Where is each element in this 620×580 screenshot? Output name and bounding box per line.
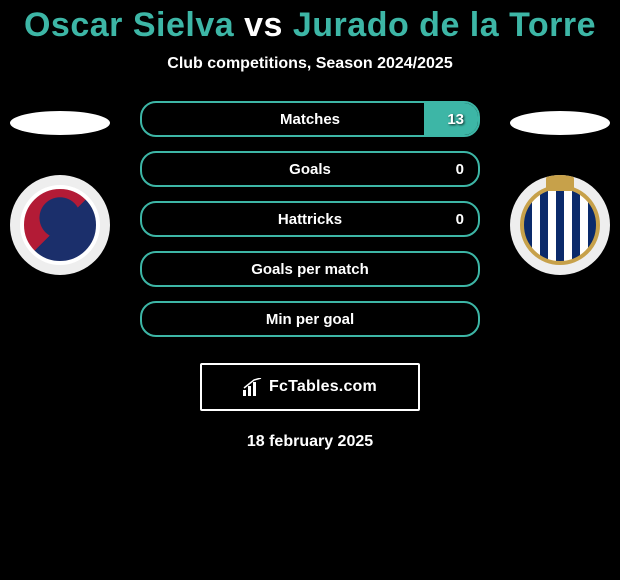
player2-name: Jurado de la Torre: [293, 6, 596, 44]
player2-club-badge: [510, 175, 610, 275]
stat-label: Matches: [142, 103, 478, 135]
watermark: FcTables.com: [200, 363, 420, 411]
player1-name: Oscar Sielva: [24, 6, 234, 44]
stat-row-goals-per-match: Goals per match: [140, 251, 480, 287]
stat-bars: Matches 13 Goals 0 Hattricks 0 Goals per…: [140, 101, 480, 337]
generated-date: 18 february 2025: [0, 433, 620, 451]
watermark-text: FcTables.com: [269, 378, 377, 396]
player1-side: [0, 107, 120, 275]
player1-club-badge: [10, 175, 110, 275]
stat-label: Goals: [142, 153, 478, 185]
stat-value-right: 0: [456, 203, 464, 235]
stat-label: Min per goal: [142, 303, 478, 335]
stat-row-hattricks: Hattricks 0: [140, 201, 480, 237]
chart-icon: [243, 378, 263, 396]
comparison-main: Matches 13 Goals 0 Hattricks 0 Goals per…: [0, 107, 620, 337]
deportivo-crest-icon: [520, 185, 600, 265]
stat-label: Goals per match: [142, 253, 478, 285]
stat-row-min-per-goal: Min per goal: [140, 301, 480, 337]
title-vs: vs: [244, 6, 283, 44]
subtitle: Club competitions, Season 2024/2025: [0, 55, 620, 73]
player1-ellipse: [10, 111, 110, 135]
stat-value-right: 13: [447, 103, 464, 135]
stat-value-right: 0: [456, 153, 464, 185]
player2-ellipse: [510, 111, 610, 135]
huesca-crest-icon: [20, 185, 100, 265]
stat-row-goals: Goals 0: [140, 151, 480, 187]
player2-side: [500, 107, 620, 275]
stat-label: Hattricks: [142, 203, 478, 235]
comparison-title: Oscar Sielva vs Jurado de la Torre: [0, 6, 620, 45]
stat-row-matches: Matches 13: [140, 101, 480, 137]
